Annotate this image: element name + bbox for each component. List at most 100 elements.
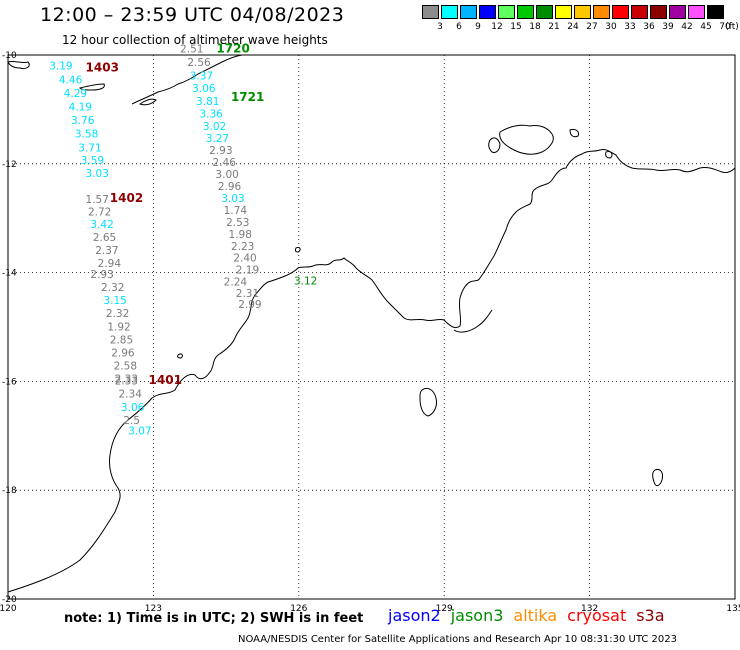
scale-label: 12 xyxy=(491,22,503,32)
wave-height-label: 3.37 xyxy=(190,70,213,82)
lon-tick-label: 132 xyxy=(581,604,598,614)
scale-swatch xyxy=(460,5,477,19)
scale-label: 36 xyxy=(643,22,655,32)
scale-swatch xyxy=(422,5,439,19)
wave-height-label: 2.72 xyxy=(88,206,111,218)
lon-tick-label: 135 xyxy=(726,604,740,614)
island-groote xyxy=(652,469,663,487)
lat-tick-label: -16 xyxy=(2,377,17,387)
wave-height-label: 2.99 xyxy=(238,299,261,311)
island-timor xyxy=(131,54,243,105)
scale-swatch xyxy=(650,5,667,19)
wave-height-label: 2.33 xyxy=(115,376,138,388)
coastline-mainland xyxy=(7,149,736,593)
wave-height-label: 2.96 xyxy=(111,347,135,359)
wave-height-label: 1.92 xyxy=(107,321,130,333)
wave-height-label: 3.06 xyxy=(121,402,145,414)
wave-height-label: 2.23 xyxy=(231,241,254,253)
scale-swatch xyxy=(669,5,686,19)
wave-height-label: 2.31 xyxy=(236,288,259,300)
wave-height-label: 4.46 xyxy=(59,74,83,86)
wave-height-label: 3.15 xyxy=(103,295,126,307)
scale-label: 39 xyxy=(662,22,674,32)
wave-height-label: 2.51 xyxy=(180,43,203,55)
satellite-legend-item: altika xyxy=(513,606,558,625)
wave-height-label: 3.03 xyxy=(86,168,109,180)
wave-height-label: 2.53 xyxy=(226,217,249,229)
island-croker xyxy=(569,129,579,138)
satellite-legend-item: s3a xyxy=(636,606,665,625)
wave-height-label: 3.00 xyxy=(215,169,238,181)
coastline-gulf xyxy=(453,309,493,333)
axis-ticks: 120 123 126 129 132 135 -10 -12 -14 -16 -18 -20 xyxy=(0,51,740,614)
island-small-1 xyxy=(177,353,183,359)
wave-height-label: 3.07 xyxy=(128,426,151,438)
page-title: 12:00 – 23:59 UTC 04/08/2023 xyxy=(40,4,345,26)
island-bathurst xyxy=(488,137,501,153)
wave-height-label: 2.93 xyxy=(209,145,232,157)
island-sumbawa-tip xyxy=(7,60,30,69)
wave-height-label: 1.74 xyxy=(224,205,248,217)
scale-label: 15 xyxy=(510,22,522,32)
scale-swatch xyxy=(631,5,648,19)
wave-height-label: 2.56 xyxy=(187,57,211,69)
scale-label: 6 xyxy=(456,22,462,32)
scale-swatch xyxy=(707,5,724,19)
scale-label: 45 xyxy=(700,22,712,32)
wave-height-label: 2.34 xyxy=(119,389,143,401)
wave-height-label: 2.5 xyxy=(123,415,140,427)
wave-height-label: 3.81 xyxy=(196,96,219,108)
island-bonaparte xyxy=(419,387,437,417)
pass-id-label: 1720 xyxy=(216,41,249,55)
wave-height-label: 3.59 xyxy=(81,155,104,167)
satellite-legend: jason2 jason3 altika cryosat s3a xyxy=(388,606,675,625)
scale-swatch xyxy=(517,5,534,19)
lat-tick-label: -18 xyxy=(2,486,17,496)
wave-height-label: 3.58 xyxy=(75,129,98,141)
pass-id-label: 1403 xyxy=(86,60,119,74)
scale-swatch xyxy=(555,5,572,19)
island-rote xyxy=(138,98,157,106)
wave-height-label: 2.96 xyxy=(218,181,242,193)
wave-height-label: 2.33 xyxy=(115,373,138,385)
wave-height-labels: 3.194.464.294.193.763.583.713.593.031.57… xyxy=(49,43,317,437)
scale-unit: (ft) xyxy=(725,22,739,32)
scale-swatch xyxy=(498,5,515,19)
scale-label: 42 xyxy=(681,22,693,32)
wave-height-label: 2.32 xyxy=(101,282,124,294)
satellite-legend-item: cryosat xyxy=(567,606,627,625)
lat-tick-label: -12 xyxy=(2,160,17,170)
lon-tick-label: 126 xyxy=(290,604,307,614)
footnote: note: 1) Time is in UTC; 2) SWH is in fe… xyxy=(64,611,364,626)
coastline xyxy=(7,54,736,593)
lon-tick-label: 129 xyxy=(436,604,453,614)
wave-height-label: 2.46 xyxy=(213,157,237,169)
wave-height-label: 3.27 xyxy=(206,133,229,145)
wave-height-label: 3.71 xyxy=(78,142,101,154)
map-frame xyxy=(7,54,736,600)
scale-label: 9 xyxy=(475,22,481,32)
pass-id-label: 1721 xyxy=(231,90,264,104)
scale-label: 70 xyxy=(719,22,731,32)
scale-label: 27 xyxy=(586,22,598,32)
scale-swatch xyxy=(441,5,458,19)
pass-id-label: 1401 xyxy=(149,373,182,387)
wave-height-label: 2.32 xyxy=(106,308,129,320)
pass-labels: 1403 1720 1721 1402 1401 xyxy=(86,41,265,387)
scale-swatch xyxy=(612,5,629,19)
wave-height-label: 2.19 xyxy=(236,265,259,277)
island-melville xyxy=(499,124,554,155)
scale-label: 18 xyxy=(529,22,541,32)
wave-height-label: 4.19 xyxy=(69,101,92,113)
scale-swatch xyxy=(574,5,591,19)
scale-swatch xyxy=(593,5,610,19)
wave-height-label: 2.58 xyxy=(114,360,137,372)
wave-height-label: 2.40 xyxy=(233,253,256,265)
wave-height-label: 2.94 xyxy=(98,258,122,270)
scale-label: 21 xyxy=(548,22,560,32)
lat-tick-label: -10 xyxy=(2,51,17,61)
scale-swatch xyxy=(688,5,705,19)
lon-tick-label: 123 xyxy=(145,604,162,614)
wave-height-label: 3.76 xyxy=(71,115,95,127)
